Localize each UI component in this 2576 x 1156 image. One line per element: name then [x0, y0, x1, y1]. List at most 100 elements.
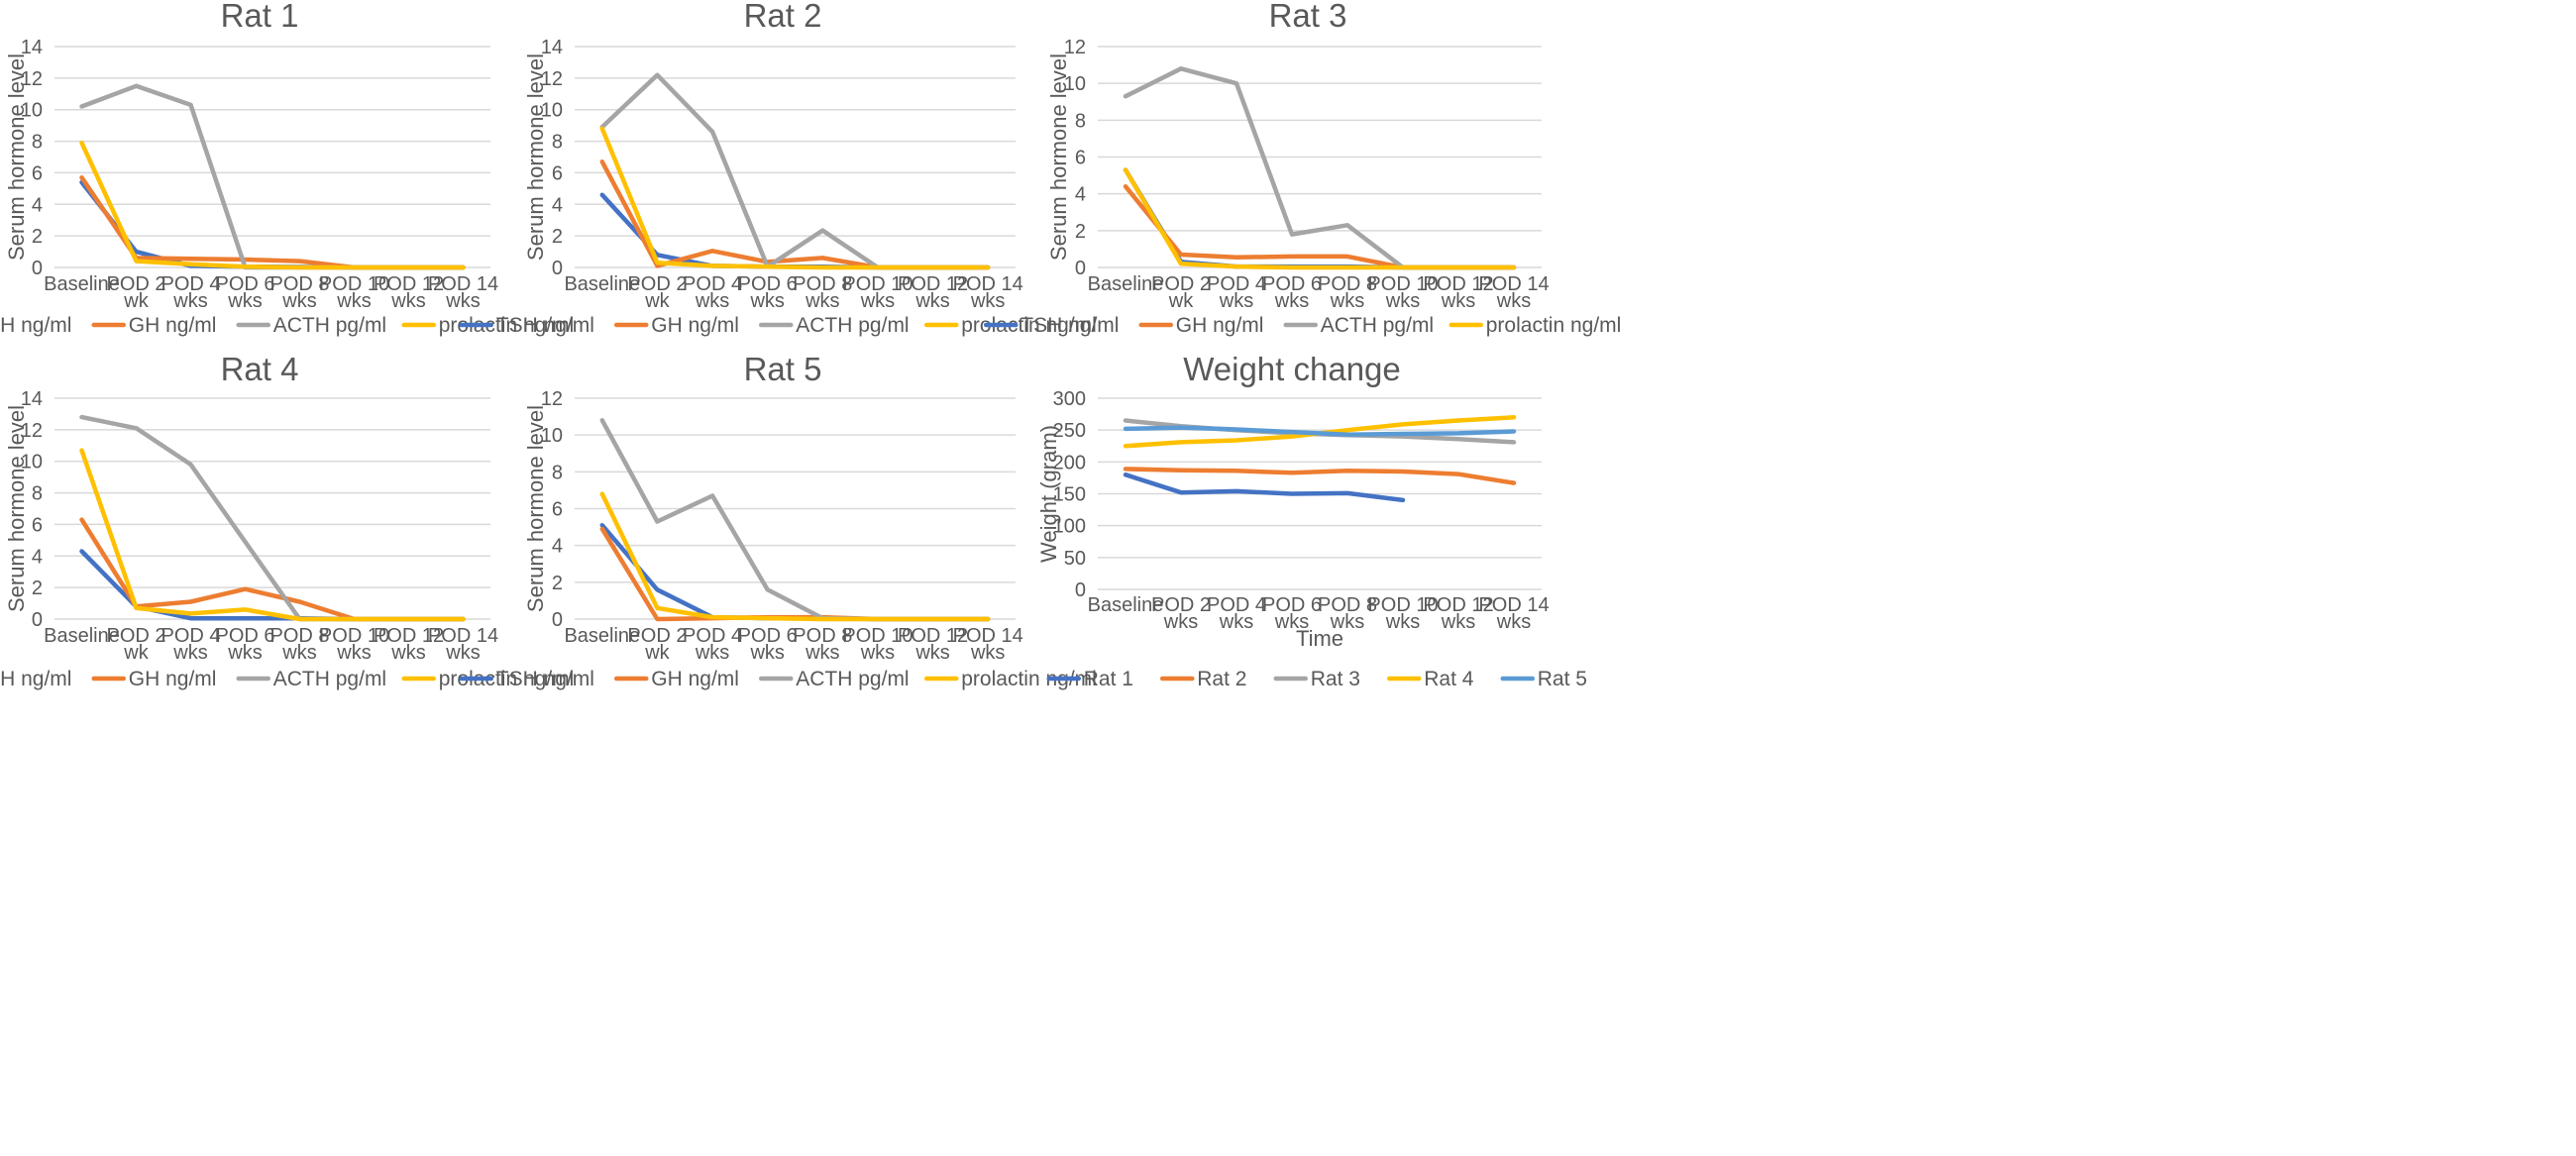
chart-panel-6: Weight change 0 50 100 150 200 250 300 Weight (g… [1036, 351, 1587, 690]
series-line-acth-pg-ml [599, 72, 991, 270]
x-tick-label: POD 6 wks [738, 273, 798, 312]
y-tick-label: 250 [1053, 420, 1086, 442]
x-tick-label: POD 14 wks [953, 625, 1023, 664]
x-tick-label: POD 14 wks [1478, 273, 1549, 312]
x-tick-label: POD 14 wks [428, 625, 498, 664]
series-line-prolactin-ng-ml [1123, 167, 1517, 270]
legend-label: GH ng/ml [129, 314, 217, 337]
series-line-prolactin-ng-ml [79, 140, 466, 270]
y-tick-label: 12 [1064, 37, 1086, 58]
legend-label: TSH ng/ml [0, 668, 71, 690]
x-tick-label: POD 2 wk [106, 625, 165, 664]
x-tick-label: POD 2 wk [1151, 273, 1211, 312]
y-tick-label: 2 [1075, 221, 1086, 243]
legend-label: Rat 3 [1311, 668, 1360, 690]
x-tick-label: Baseline [1088, 273, 1164, 295]
series-line-acth-pg-ml [79, 83, 466, 270]
legend-label: Rat 1 [1084, 668, 1133, 690]
legend-label: TSH ng/ml [0, 314, 71, 337]
x-tick-label: POD 10 wks [319, 273, 389, 312]
x-tick-label: POD 12 wks [1423, 594, 1493, 633]
y-tick-label: 0 [1075, 579, 1086, 601]
y-tick-label: 6 [552, 499, 563, 521]
legend-label: Rat 5 [1538, 668, 1587, 690]
x-tick-label: POD 6 wks [738, 625, 798, 664]
x-tick-label: Baseline [1088, 594, 1164, 616]
y-tick-label: 0 [552, 609, 563, 631]
y-tick-label: 10 [541, 100, 563, 122]
legend-label: ACTH pg/ml [273, 668, 386, 690]
series-line-gh-ng-ml [79, 517, 466, 622]
x-tick-label: POD 12 wks [898, 625, 968, 664]
y-tick-label: 14 [21, 388, 43, 410]
y-tick-label: 12 [541, 68, 563, 90]
y-tick-label: 14 [21, 37, 43, 58]
y-axis-label: Weight (gram) [1036, 425, 1061, 563]
legend-label: Rat 4 [1424, 668, 1474, 690]
x-tick-label: POD 6 wks [215, 273, 274, 312]
x-tick-label: POD 2 wk [627, 273, 687, 312]
legend-label: prolactin ng/ml [961, 668, 1097, 690]
x-tick-label: POD 8 wks [1318, 273, 1377, 312]
y-tick-label: 10 [541, 425, 563, 447]
y-tick-label: 50 [1064, 548, 1086, 570]
series-line-acth-pg-ml [79, 414, 466, 622]
x-tick-label: POD 12 wks [374, 273, 444, 312]
chart-title: Rat 3 [1269, 0, 1347, 34]
x-tick-label: Baseline [564, 625, 640, 647]
legend-label: ACTH pg/ml [796, 314, 909, 337]
legend-label: prolactin ng/ml [1486, 314, 1622, 337]
y-tick-label: 8 [1075, 110, 1086, 132]
legend-label: TSH ng/ml [496, 668, 594, 690]
y-tick-label: 8 [32, 483, 43, 505]
x-tick-label: POD 14 wks [1478, 594, 1549, 633]
y-tick-label: 6 [32, 514, 43, 536]
legend-label: ACTH pg/ml [273, 314, 386, 337]
x-tick-label: POD 10 wks [1367, 273, 1438, 312]
chart-title: Rat 1 [221, 0, 299, 34]
y-tick-label: 4 [552, 194, 563, 216]
y-tick-label: 0 [32, 258, 43, 279]
legend-label: prolactin ng/ml [439, 668, 575, 690]
y-tick-label: 10 [1064, 73, 1086, 95]
y-tick-label: 10 [21, 100, 43, 122]
x-tick-label: POD 8 wks [793, 625, 852, 664]
y-axis-label: Serum hormone level [4, 53, 29, 261]
y-tick-label: 12 [21, 420, 43, 442]
x-tick-label: POD 10 wks [842, 625, 912, 664]
x-tick-label: POD 6 wks [1262, 273, 1322, 312]
x-tick-label: POD 6 wks [215, 625, 274, 664]
x-tick-label: POD 8 wks [1318, 594, 1377, 633]
series-line-acth-pg-ml [1123, 66, 1517, 270]
y-tick-label: 300 [1053, 388, 1086, 410]
series-line-gh-ng-ml [1123, 183, 1517, 270]
y-tick-label: 10 [21, 452, 43, 473]
series-line-rat-5 [1123, 425, 1517, 437]
y-tick-label: 12 [21, 68, 43, 90]
legend-label: TSH ng/ml [1020, 314, 1119, 337]
series-line-gh-ng-ml [599, 159, 991, 270]
x-axis-label: Time [1296, 626, 1343, 651]
legend-label: GH ng/ml [129, 668, 217, 690]
legend-label: TSH ng/ml [496, 314, 594, 337]
x-tick-label: POD 12 wks [898, 273, 968, 312]
y-tick-label: 200 [1053, 452, 1086, 473]
x-tick-label: POD 2 wks [1151, 594, 1211, 633]
y-tick-label: 4 [32, 194, 43, 216]
x-tick-label: Baseline [44, 625, 120, 647]
y-tick-label: 0 [32, 609, 43, 631]
x-tick-label: POD 4 wks [161, 273, 220, 312]
legend-label: prolactin ng/ml [961, 314, 1097, 337]
y-tick-label: 2 [32, 226, 43, 248]
y-tick-label: 2 [552, 226, 563, 248]
series-line-prolactin-ng-ml [599, 126, 991, 270]
x-tick-label: POD 4 wks [683, 625, 742, 664]
y-tick-label: 0 [552, 258, 563, 279]
y-tick-label: 4 [32, 546, 43, 568]
y-tick-label: 6 [552, 162, 563, 184]
